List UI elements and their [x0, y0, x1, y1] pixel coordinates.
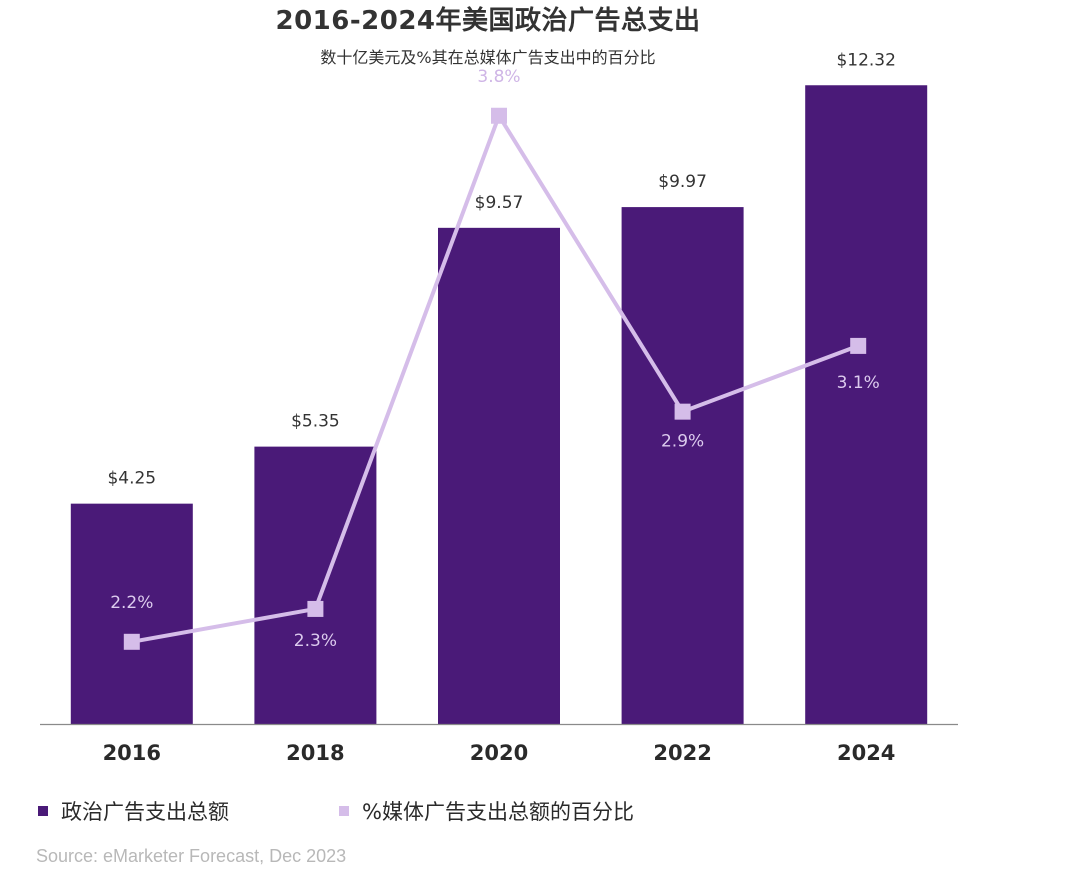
- source-note: Source: eMarketer Forecast, Dec 2023: [36, 846, 347, 866]
- legend-label-line: %媒体广告支出总额的百分比: [362, 800, 634, 824]
- legend-swatch-bars: [38, 806, 48, 816]
- bar-2016: [70, 503, 193, 724]
- x-tick-label-2020: 2020: [470, 741, 528, 765]
- line-point-2022: [674, 403, 691, 420]
- legend-swatch-line: [339, 806, 349, 816]
- line-point-2016: [123, 633, 140, 650]
- legend: 政治广告支出总额 %媒体广告支出总额的百分比: [38, 796, 744, 826]
- line-value-label-2024: 3.1%: [837, 373, 880, 393]
- line-value-label-2022: 2.9%: [661, 432, 704, 452]
- bar-2022: [621, 207, 744, 724]
- line-point-2020: [491, 107, 507, 124]
- line-value-label-2018: 2.3%: [294, 631, 337, 651]
- line-value-label-2020: 3.8%: [477, 67, 520, 87]
- bar-value-label-2016: $4.25: [107, 469, 156, 489]
- chart-title: 2016-2024年美国政治广告总支出: [275, 6, 701, 36]
- legend-label-bars: 政治广告支出总额: [61, 800, 229, 824]
- bar-2024: [805, 85, 928, 725]
- legend-item-line: %媒体广告支出总额的百分比: [339, 796, 634, 826]
- legend-item-bars: 政治广告支出总额: [38, 796, 229, 826]
- bar-2020: [438, 227, 560, 724]
- x-tick-label-2018: 2018: [286, 741, 344, 765]
- bar-value-label-2024: $12.32: [836, 50, 895, 70]
- bar-value-label-2020: $9.57: [475, 193, 524, 213]
- line-point-2018: [307, 600, 324, 617]
- line-value-label-2016: 2.2%: [110, 593, 153, 613]
- x-tick-label-2024: 2024: [837, 741, 895, 765]
- bar-value-label-2018: $5.35: [291, 412, 340, 432]
- line-point-2024: [850, 337, 867, 354]
- x-tick-label-2022: 2022: [653, 741, 711, 765]
- bar-2018: [254, 446, 377, 724]
- x-tick-label-2016: 2016: [103, 741, 161, 765]
- bar-value-label-2022: $9.97: [658, 172, 707, 192]
- chart-subtitle: 数十亿美元及%其在总媒体广告支出中的百分比: [320, 48, 656, 67]
